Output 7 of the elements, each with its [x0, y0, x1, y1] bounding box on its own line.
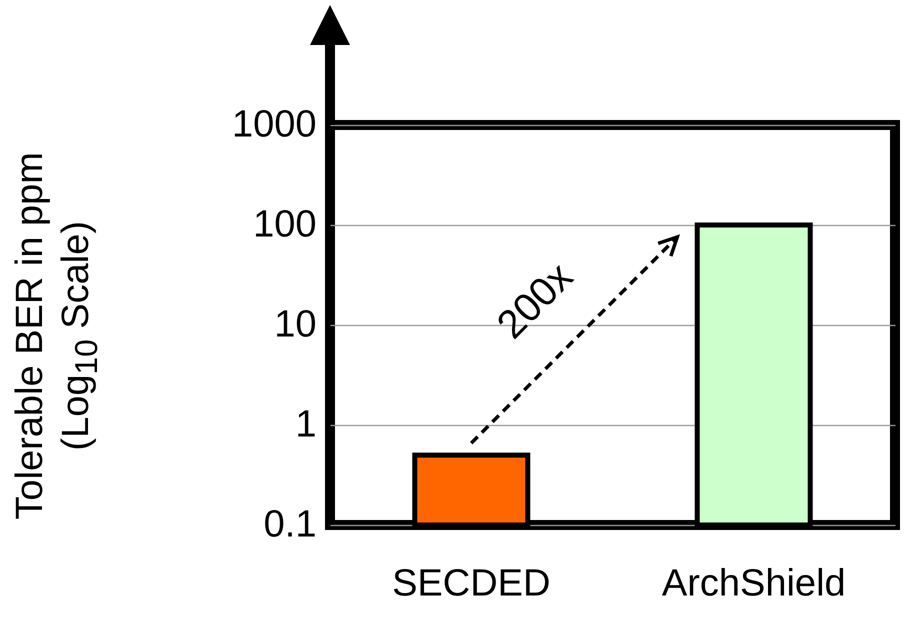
y-tick-label: 1: [295, 404, 316, 446]
y-tick-label: 10: [274, 304, 316, 346]
y-tick-label: 100: [253, 204, 316, 246]
x-tick-label: SECDED: [392, 562, 550, 604]
x-tick-label: ArchShield: [662, 562, 846, 604]
y-tick-label: 1000: [232, 104, 316, 146]
y-tick-label: 0.1: [264, 504, 316, 546]
